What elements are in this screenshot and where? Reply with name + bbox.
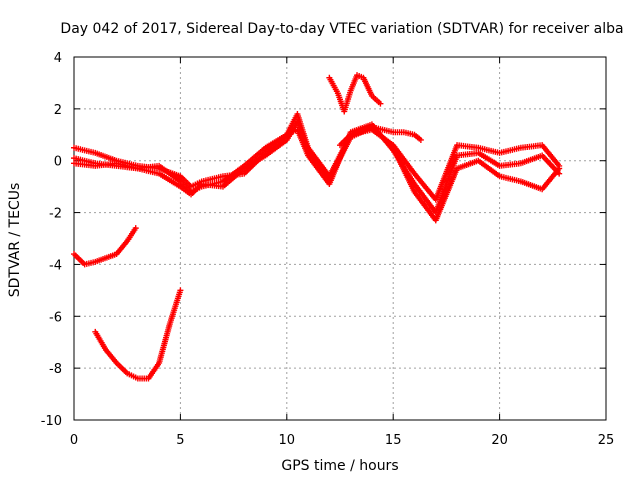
y-tick-label: -8: [49, 362, 62, 377]
x-tick-label: 0: [70, 433, 78, 448]
data-point: [417, 136, 424, 143]
y-tick-label: 4: [54, 51, 62, 66]
y-tick-label: 2: [54, 103, 62, 118]
axis-ticks: 0 5 10 15 20 25 -10 -8 -6 -4 -2 0 2 4: [41, 51, 615, 448]
x-tick-label: 15: [385, 433, 402, 448]
series-track-4: [71, 225, 139, 268]
x-tick-label: 10: [279, 433, 296, 448]
series-track-6: [326, 72, 384, 115]
chart-title: Day 042 of 2017, Sidereal Day-to-day VTE…: [60, 21, 623, 37]
grid-lines: [74, 57, 606, 420]
y-tick-label: -6: [49, 310, 62, 325]
x-axis-label: GPS time / hours: [281, 458, 398, 474]
y-axis-label: SDTVAR / TECUs: [7, 183, 23, 298]
data-point: [377, 100, 384, 107]
y-tick-label: -10: [41, 414, 62, 429]
series-track-7: [337, 124, 424, 149]
data-point: [132, 225, 139, 232]
series-track-5: [92, 287, 184, 382]
series-track-3: [71, 118, 563, 224]
data-point: [177, 287, 184, 294]
data-points: [71, 72, 563, 382]
y-tick-label: 0: [54, 155, 62, 170]
x-tick-label: 20: [491, 433, 508, 448]
x-tick-label: 5: [176, 433, 184, 448]
x-tick-label: 25: [598, 433, 615, 448]
y-tick-label: -2: [49, 207, 62, 222]
plot-frame: [73, 56, 607, 421]
data-point: [556, 165, 563, 172]
y-tick-label: -4: [49, 258, 62, 273]
